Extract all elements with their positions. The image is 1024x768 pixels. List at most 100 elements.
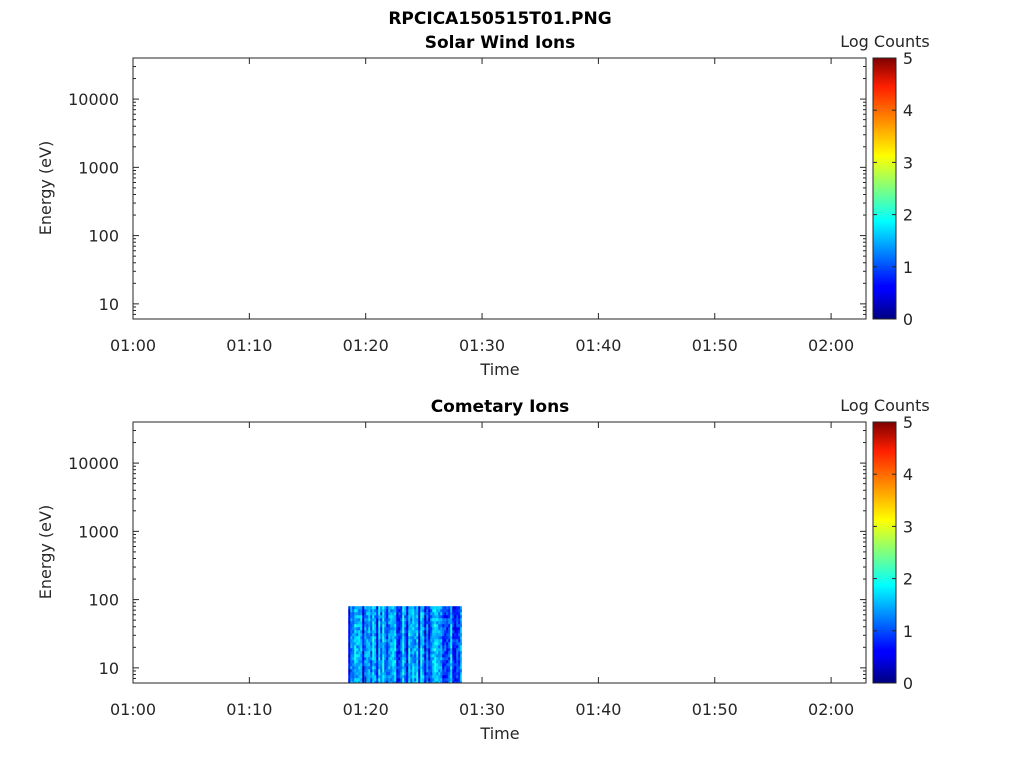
heatmap-cell [376,645,379,649]
heatmap-cell [424,633,427,637]
heatmap-cell [418,651,421,655]
heatmap-cell [382,627,385,631]
heatmap-cell [438,678,441,682]
heatmap-cell [364,636,367,640]
heatmap-cell [372,612,375,616]
heatmap-cell [392,681,395,684]
heatmap-cell [414,615,417,619]
heatmap-cell [410,618,413,622]
heatmap-cell [394,612,397,616]
heatmap-cell [396,651,399,655]
heatmap-cell [348,621,351,625]
heatmap-cell [354,609,357,613]
heatmap-cell [424,636,427,640]
heatmap-cell [458,654,461,658]
heatmap-cell [394,648,397,652]
heatmap-cell [436,645,439,649]
heatmap-cell [354,639,357,643]
heatmap-cell [456,645,459,649]
heatmap-cell [404,651,407,655]
heatmap-cell [378,618,381,622]
heatmap-cell [408,633,411,637]
heatmap-cell [416,624,419,628]
heatmap-cell [448,669,451,673]
heatmap-cell [394,621,397,625]
heatmap-cell [358,657,361,661]
heatmap-cell [388,678,391,682]
heatmap-cells-cometary [348,606,462,684]
heatmap-cell [366,657,369,661]
heatmap-cell [402,651,405,655]
heatmap-cell [452,657,455,661]
heatmap-cell [444,630,447,634]
x-ticks-solar-wind: 01:00 01:10 01:20 01:30 01:40 01:50 02:00 [110,58,854,355]
heatmap-cell [422,645,425,649]
heatmap-cell [400,615,403,619]
heatmap-cell [366,645,369,649]
heatmap-cell [352,651,355,655]
heatmap-cell [350,615,353,619]
heatmap-cell [410,627,413,631]
heatmap-cell [406,630,409,634]
heatmap-cell [410,657,413,661]
heatmap-cell [400,666,403,670]
heatmap-cell [438,621,441,625]
heatmap-cell [408,666,411,670]
heatmap-cell [360,657,363,661]
heatmap-cell [370,663,373,667]
heatmap-cell [414,618,417,622]
heatmap-cell [386,639,389,643]
heatmap-cell [442,618,445,622]
heatmap-cell [406,639,409,643]
heatmap-cell [406,627,409,631]
heatmap-cell [410,651,413,655]
heatmap-cell [440,615,443,619]
heatmap-cell [402,639,405,643]
heatmap-cell [412,660,415,664]
heatmap-cell [368,621,371,625]
heatmap-cell [356,678,359,682]
heatmap-cell [386,660,389,664]
heatmap-cell [456,642,459,646]
heatmap-cell [372,645,375,649]
heatmap-cell [350,660,353,664]
heatmap-cell [434,681,437,684]
heatmap-cell [422,636,425,640]
heatmap-cell [354,645,357,649]
heatmap-cell [418,624,421,628]
heatmap-cell [374,642,377,646]
heatmap-cell [380,678,383,682]
heatmap-cell [352,657,355,661]
heatmap-cell [398,651,401,655]
heatmap-cell [370,648,373,652]
heatmap-cell [404,621,407,625]
heatmap-cell [414,660,417,664]
heatmap-cell [406,663,409,667]
heatmap-cell [402,606,405,610]
heatmap-cell [458,606,461,610]
heatmap-cell [398,630,401,634]
heatmap-cell [350,633,353,637]
heatmap-cell [422,633,425,637]
heatmap-cell [418,648,421,652]
heatmap-cell [358,609,361,613]
heatmap-cell [460,666,462,670]
heatmap-cell [392,645,395,649]
heatmap-cell [376,642,379,646]
heatmap-cell [368,657,371,661]
heatmap-cell [370,618,373,622]
heatmap-cell [426,651,429,655]
heatmap-cell [408,681,411,684]
heatmap-cell [408,669,411,673]
heatmap-cell [456,669,459,673]
heatmap-cell [410,624,413,628]
heatmap-cell [388,648,391,652]
heatmap-cell [380,648,383,652]
heatmap-cell [408,657,411,661]
heatmap-cell [360,621,363,625]
heatmap-cell [448,606,451,610]
heatmap-cell [362,609,365,613]
heatmap-cell [430,630,433,634]
heatmap-cell [374,654,377,658]
heatmap-cell [416,666,419,670]
